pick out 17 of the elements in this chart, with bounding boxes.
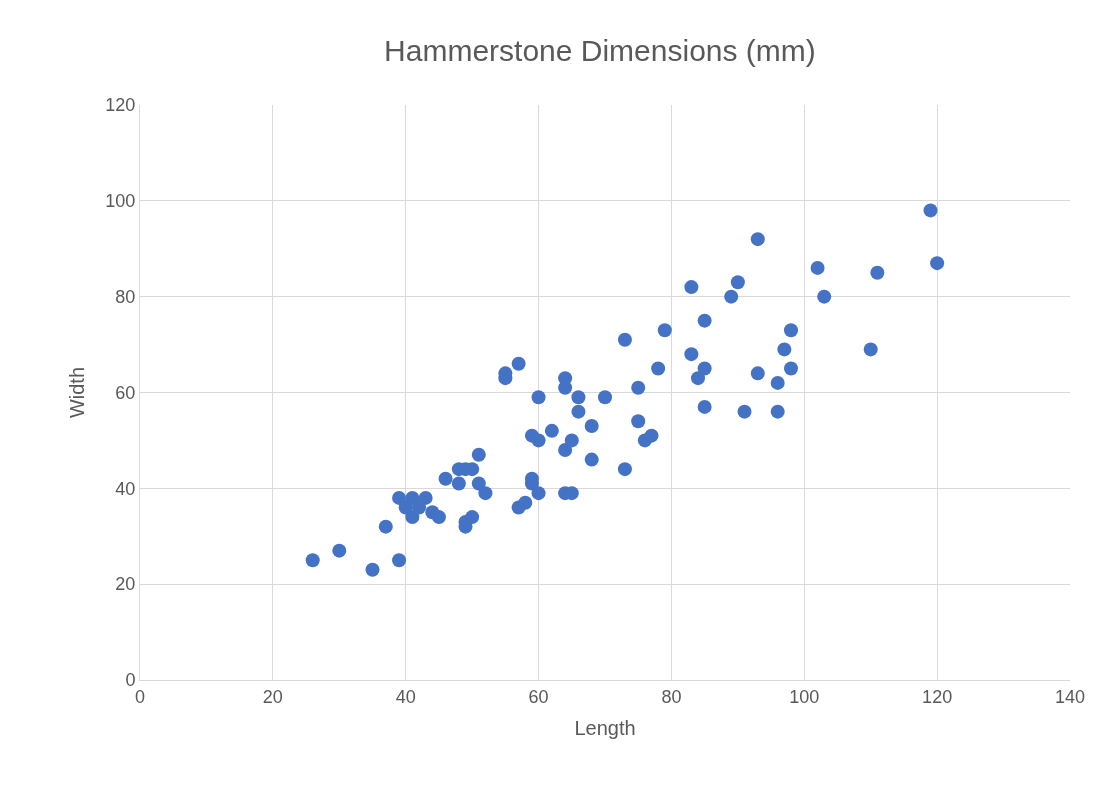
y-tick-label: 100 <box>105 191 136 212</box>
y-axis-title: Width <box>65 366 88 419</box>
x-axis-title: Length <box>574 717 636 740</box>
x-tick-label: 40 <box>395 686 416 707</box>
y-tick-label: 0 <box>125 670 136 691</box>
y-tick-label: 60 <box>115 382 136 403</box>
x-tick-label: 80 <box>661 686 682 707</box>
y-tick-label: 80 <box>115 286 136 307</box>
y-tick-label: 20 <box>115 574 136 595</box>
x-tick-label: 120 <box>922 686 953 707</box>
chart-title: Hammerstone Dimensions (mm) <box>384 33 816 67</box>
x-tick-label: 60 <box>528 686 549 707</box>
x-tick-label: 100 <box>789 686 820 707</box>
y-tick-label: 40 <box>115 478 136 499</box>
x-tick-label: 20 <box>262 686 283 707</box>
y-tick-label: 120 <box>105 95 136 116</box>
x-tick-label: 140 <box>1054 686 1086 707</box>
